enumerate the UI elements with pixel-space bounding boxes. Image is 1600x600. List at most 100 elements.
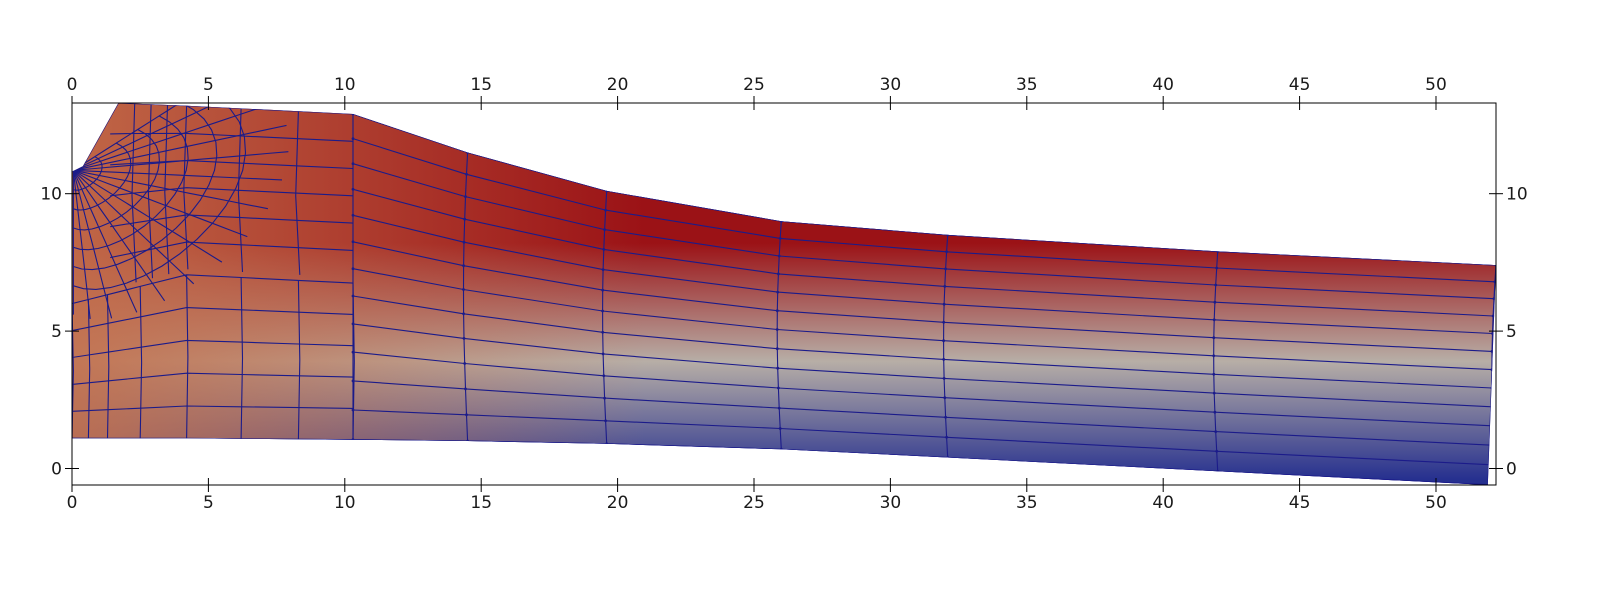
mesh-node — [775, 309, 779, 313]
mesh-line-47 — [73, 169, 248, 238]
mesh-node — [1212, 336, 1216, 340]
mesh-node — [944, 415, 947, 419]
mesh-node — [1491, 405, 1494, 409]
mesh-node — [462, 288, 465, 291]
mesh-node — [1490, 350, 1494, 353]
mesh-line-44 — [72, 169, 166, 302]
mesh-node — [775, 347, 779, 351]
y-tick-label-left: 5 — [51, 322, 62, 342]
mesh-node — [1214, 283, 1218, 287]
mesh-node — [1213, 300, 1217, 304]
mesh-grid — [72, 103, 1496, 485]
mesh-node — [601, 309, 604, 313]
mesh-line-31 — [72, 339, 354, 359]
mesh-node — [351, 322, 355, 326]
axes-box — [71, 102, 1497, 486]
mesh-node — [776, 290, 780, 294]
mesh-line-22 — [106, 294, 110, 439]
mesh-node — [604, 419, 607, 423]
mesh-node — [942, 320, 946, 324]
x-tick-label-bottom: 5 — [203, 493, 214, 513]
x-tick-label-bottom: 50 — [1425, 493, 1447, 513]
x-tick-label-bottom: 35 — [1016, 493, 1038, 513]
field-warm-region — [72, 103, 1496, 485]
x-tick-label-bottom: 15 — [470, 493, 492, 513]
mesh-line-32 — [72, 307, 354, 332]
mesh-node — [942, 358, 946, 361]
mesh-line-60 — [295, 111, 301, 275]
mesh-line-63 — [110, 187, 354, 197]
y-tick-label-right: 0 — [1506, 460, 1517, 480]
mesh-node — [601, 352, 605, 356]
domain-boundary — [72, 103, 1496, 485]
mesh-node — [778, 237, 782, 240]
mesh-node — [777, 272, 780, 276]
mesh-line-58 — [183, 106, 189, 270]
mesh-node — [942, 339, 945, 343]
mesh-node — [463, 217, 467, 221]
axes: 0055101015152020252530303535404045455050… — [40, 75, 1527, 513]
mesh-node — [602, 374, 606, 378]
x-tick-label-bottom: 45 — [1289, 493, 1311, 513]
mesh-node — [775, 328, 779, 331]
mesh-node — [1214, 430, 1218, 433]
x-tick-label-top: 45 — [1289, 75, 1311, 95]
mesh-line-30 — [72, 372, 354, 385]
x-tick-label-bottom: 10 — [334, 493, 356, 513]
mesh-node — [1215, 449, 1219, 453]
mesh-line-55 — [131, 103, 137, 283]
mesh-node — [351, 379, 355, 383]
mesh-node — [601, 268, 605, 271]
mesh-node — [777, 406, 781, 410]
x-tick-label-bottom: 40 — [1152, 493, 1174, 513]
x-tick-label-top: 0 — [67, 75, 78, 95]
mesh-line-27 — [352, 283, 355, 440]
mesh-node — [465, 413, 468, 417]
mesh-node — [1492, 297, 1496, 301]
mesh-line-64 — [110, 214, 354, 228]
x-tick-label-top: 40 — [1152, 75, 1174, 95]
mesh-node — [945, 250, 948, 254]
mesh-node — [465, 172, 468, 176]
mesh-node — [603, 228, 606, 232]
mesh-node — [351, 187, 355, 191]
mesh-node — [602, 248, 606, 251]
mesh-line-49 — [73, 169, 283, 181]
y-tick-label-right: 5 — [1506, 322, 1517, 342]
mesh-line-43 — [72, 170, 138, 313]
mesh-line-54 — [73, 103, 235, 171]
mesh-node — [777, 386, 780, 390]
mesh-node — [464, 195, 467, 199]
x-tick-label-bottom: 0 — [67, 493, 78, 513]
mesh-line-41 — [72, 170, 91, 319]
mesh-node — [1491, 424, 1495, 428]
mesh-node — [462, 337, 466, 340]
mesh-node — [942, 377, 946, 380]
mesh-node — [351, 162, 355, 166]
mesh-line-46 — [73, 169, 223, 263]
mesh-line-56 — [147, 104, 154, 279]
mesh-line-61 — [110, 132, 354, 142]
mesh-line-26 — [297, 280, 301, 440]
x-tick-label-top: 35 — [1016, 75, 1038, 95]
mesh-line-53 — [73, 103, 259, 171]
x-tick-label-top: 50 — [1425, 75, 1447, 95]
mesh-node — [1212, 354, 1216, 358]
x-tick-label-bottom: 20 — [607, 493, 629, 513]
x-tick-label-top: 10 — [334, 75, 356, 95]
y-tick-label-left: 0 — [51, 460, 62, 480]
x-tick-label-bottom: 25 — [743, 493, 765, 513]
mesh-line-29 — [72, 405, 354, 412]
mesh-node — [351, 294, 355, 298]
mesh-line-62 — [110, 160, 354, 170]
mesh-node — [351, 213, 355, 217]
mesh-line-33 — [72, 274, 354, 305]
mesh-node — [603, 396, 606, 400]
mesh-node — [1492, 443, 1496, 447]
mesh-node — [351, 137, 355, 141]
mesh-node — [945, 435, 948, 439]
mesh-node — [944, 267, 947, 271]
scalar-field — [72, 103, 1496, 485]
mesh-node — [942, 302, 946, 306]
